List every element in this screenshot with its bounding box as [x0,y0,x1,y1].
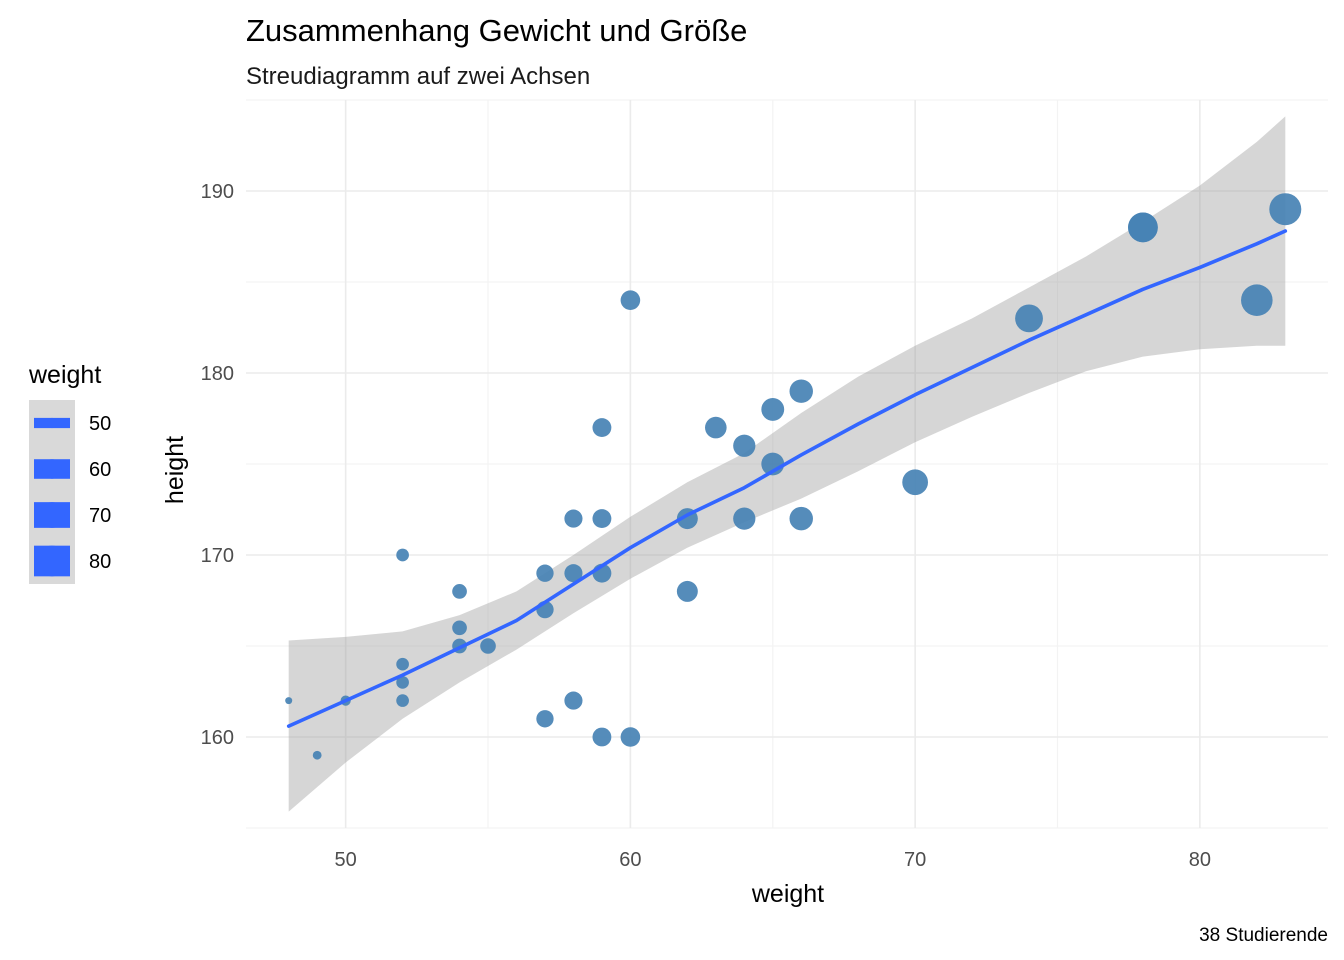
data-point [789,379,813,403]
chart-title: Zusammenhang Gewicht und Größe [246,13,747,48]
y-axis-label: height [161,436,189,504]
data-point [789,506,813,531]
data-point [761,397,785,421]
data-point [312,750,322,760]
chart-caption: 38 Studierende [1199,925,1328,946]
data-point [536,710,554,728]
legend-label: 50 [89,413,111,435]
y-tick-label: 170 [201,545,234,567]
data-point [396,548,409,562]
data-point [396,694,409,707]
data-point [480,638,496,654]
data-point [705,416,727,439]
legend-key-point [46,417,58,429]
data-points [285,193,1302,760]
major-grid-x [344,100,1201,828]
legend-key-point [36,545,68,577]
legend-label: 60 [89,459,111,481]
data-point [592,727,612,747]
x-tick-label: 70 [904,849,926,871]
data-point [396,657,409,671]
x-tick-label: 80 [1189,849,1211,871]
legend-item: 70 [29,492,111,538]
data-point [733,507,756,530]
data-point [564,691,583,710]
data-point [564,509,583,528]
data-point [1128,212,1158,243]
data-point [902,469,928,496]
x-axis-ticks: 50 60 70 80 [335,849,1211,871]
data-point [592,509,612,529]
smooth-fit-line [286,229,1288,728]
data-point [592,418,612,438]
legend-item: 50 [29,400,111,446]
smooth-line [286,229,1288,728]
y-tick-label: 190 [201,181,234,203]
data-point [1015,304,1043,333]
data-point [285,697,293,705]
legend-keys: 50 60 70 80 [29,400,111,584]
data-point [1241,284,1273,316]
legend-title: weight [28,361,101,389]
legend-key-point [39,502,65,528]
data-point [733,434,756,457]
legend-label: 70 [89,505,111,527]
y-axis-ticks: 160 170 180 190 [201,181,234,749]
legend-item: 80 [29,538,111,584]
x-tick-label: 50 [335,849,357,871]
data-point [620,290,641,310]
x-axis-label: weight [751,880,824,908]
major-grid-y [246,190,1328,738]
data-point [676,580,698,602]
data-point [1269,193,1302,226]
legend: weight 50 60 70 80 [28,361,111,584]
data-point [396,676,409,689]
y-tick-label: 180 [201,363,234,385]
data-point [620,727,641,747]
legend-label: 80 [89,551,111,573]
legend-item: 60 [29,446,111,492]
legend-key-point [42,459,62,479]
data-point [564,564,583,583]
y-tick-label: 160 [201,727,234,749]
data-point [452,620,467,636]
x-tick-label: 60 [619,849,641,871]
data-point [536,564,554,582]
chart-subtitle: Streudiagramm auf zwei Achsen [246,63,590,90]
data-point [452,584,467,599]
